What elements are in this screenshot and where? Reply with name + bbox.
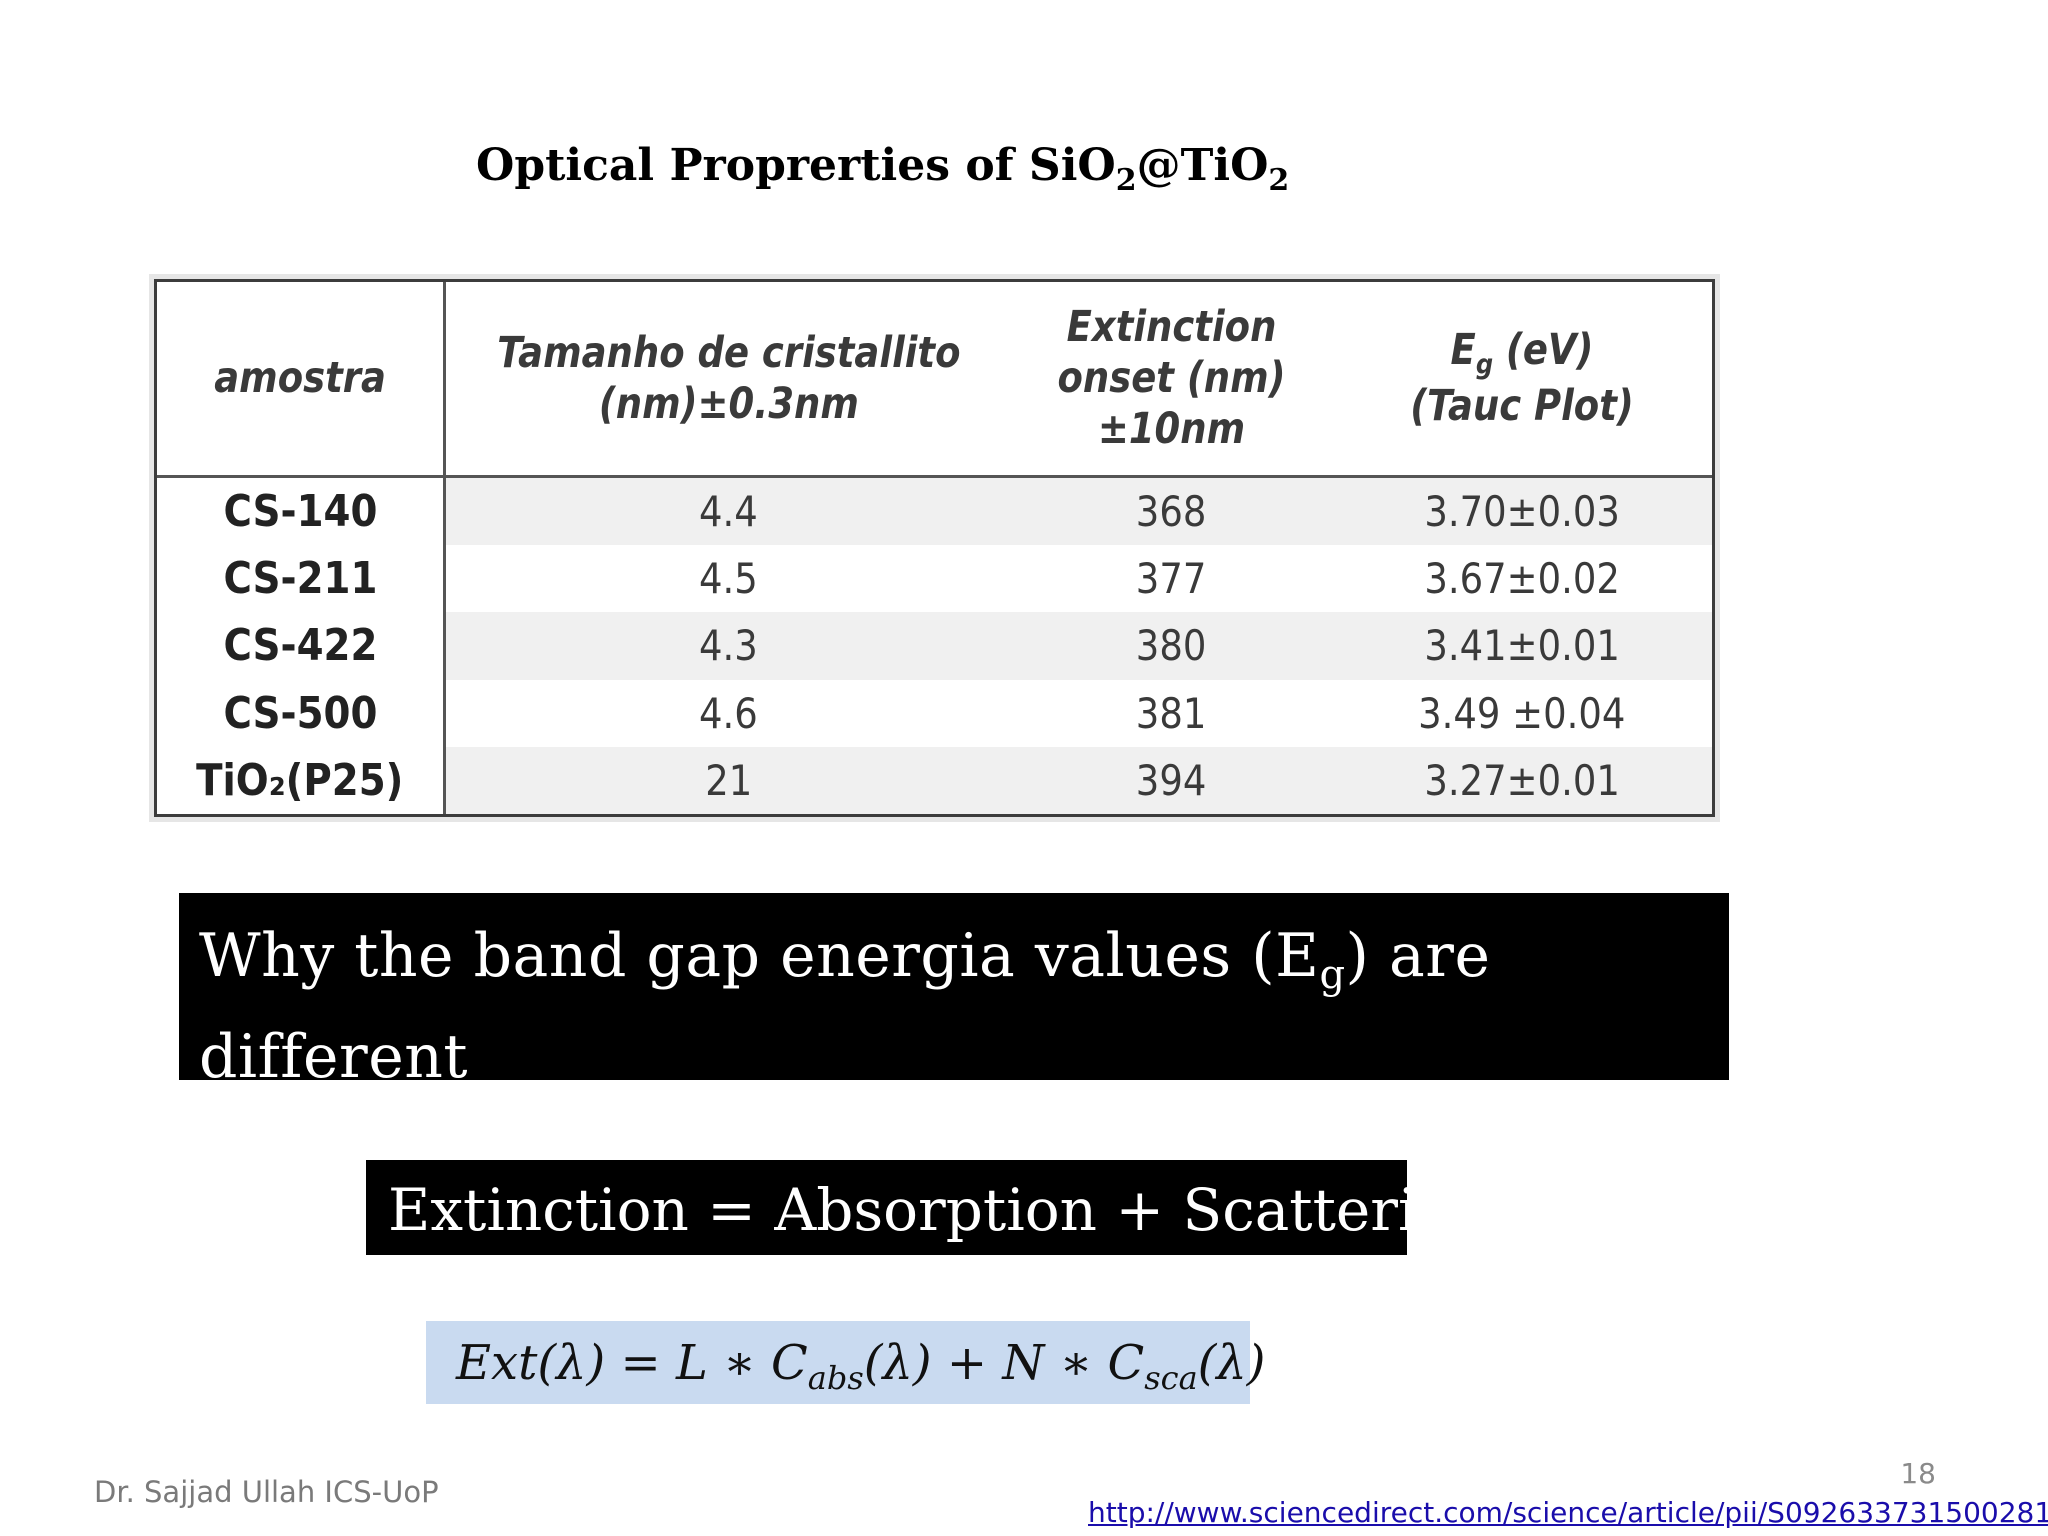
cell-sample: CS-500	[157, 679, 446, 747]
question-box: Why the band gap energia values (Eg) are…	[179, 893, 1729, 1174]
extinction-equation-box: Extinction = Absorption + Scattering	[366, 1160, 1491, 1255]
cell-sample: TiO₂(P25)	[157, 746, 446, 814]
header-extinction-onset: Extinction onset (nm) ±10nm	[1033, 282, 1310, 478]
cell-eg: 3.70±0.03	[1332, 476, 1712, 546]
cell-crystallite: 4.5	[699, 554, 758, 604]
cell-onset: 368	[1011, 476, 1332, 546]
header-crystallite-size: Tamanho de cristallito (nm)±0.3nm	[484, 282, 972, 478]
optical-properties-table: amostra Tamanho de cristallito (nm)±0.3n…	[154, 279, 1715, 817]
cell-crystallite: 4.4	[444, 476, 1011, 546]
table-row: CS-500 4.6 381 3.49 ±0.04	[157, 679, 1712, 747]
header-band-gap: Eg (eV) (Tauc Plot)	[1358, 282, 1686, 478]
table-row: CS-140 4.4 368 3.70±0.03	[157, 476, 1712, 546]
slide-title: Optical Proprerties of SiO2@TiO2	[476, 140, 1290, 198]
cell-sample: CS-140	[157, 476, 446, 546]
table-row: TiO₂(P25) 21 394 3.27±0.01	[157, 746, 1712, 814]
page-number: 18	[1900, 1457, 1936, 1490]
cell-crystallite: 4.6	[699, 688, 758, 738]
header-amostra: amostra	[177, 282, 426, 478]
footer-author: Dr. Sajjad Ullah ICS-UoP	[94, 1475, 439, 1509]
source-link[interactable]: http://www.sciencedirect.com/science/art…	[1088, 1496, 2048, 1529]
cell-crystallite: 21	[444, 746, 1011, 814]
cell-onset: 381	[1136, 688, 1207, 738]
cell-eg: 3.41±0.01	[1332, 612, 1712, 680]
cell-crystallite: 4.3	[444, 612, 1011, 680]
table-row: CS-422 4.3 380 3.41±0.01	[157, 612, 1712, 680]
cell-onset: 377	[1136, 554, 1207, 604]
extinction-formula: Ext(λ) = L ∗ Cabs(λ) + N ∗ Csca(λ)	[426, 1321, 1266, 1404]
cell-onset: 394	[1011, 746, 1332, 814]
cell-sample: CS-211	[157, 545, 446, 613]
data-table: amostra Tamanho de cristallito (nm)±0.3n…	[157, 282, 1712, 814]
cell-sample: CS-422	[157, 612, 446, 680]
cell-eg: 3.27±0.01	[1332, 746, 1712, 814]
table-row: CS-211 4.5 377 3.67±0.02	[157, 545, 1712, 613]
cell-onset: 380	[1011, 612, 1332, 680]
cell-eg: 3.49 ±0.04	[1418, 688, 1626, 738]
cell-eg: 3.67±0.02	[1424, 554, 1620, 604]
table-header-row: amostra Tamanho de cristallito (nm)±0.3n…	[157, 282, 1712, 478]
